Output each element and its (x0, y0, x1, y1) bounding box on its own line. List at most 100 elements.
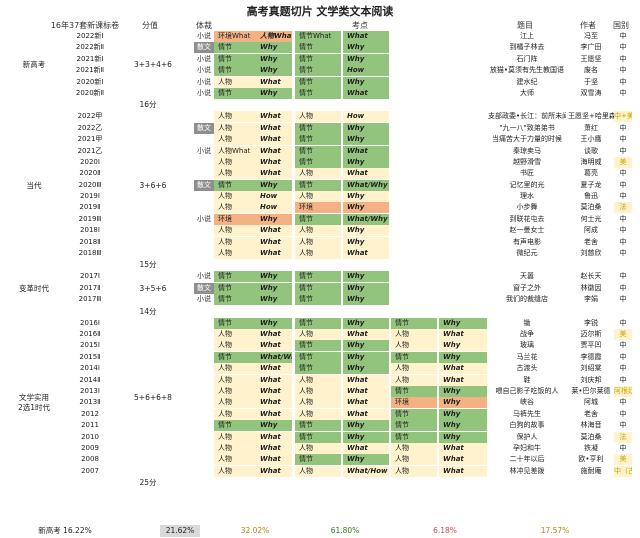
footer-pct-2: 32.02% (240, 526, 270, 535)
table-row: 2022乙 散文 人物 What 情节 Why "九一八"致弟弟书 萧红 中 (8, 122, 632, 134)
point-a2: What (256, 111, 292, 123)
point-a1: 情节 (214, 87, 256, 99)
section-total-row: 25分 (8, 477, 632, 489)
point-a1: 情节 (214, 351, 256, 363)
point-c2: Why (439, 351, 487, 363)
text-author: 李广田 (580, 43, 602, 52)
paper-year: 2019Ⅲ (78, 214, 102, 223)
table-row: 2010 人物 What 情节 Why 情节 Why 保护人 莫泊桑法 (8, 431, 632, 443)
genre-cell (194, 191, 214, 202)
text-country: 中 (619, 192, 627, 201)
text-country: 美 (614, 454, 632, 466)
text-author: 何士光 (580, 214, 602, 223)
point-a1: 人物 (214, 248, 256, 260)
point-a2: What (256, 236, 292, 248)
point-c2: What (439, 363, 487, 375)
point-b1: 情节What (295, 31, 341, 42)
paper-year: 2020新Ⅰ (76, 77, 104, 86)
point-a1: 环境What (214, 31, 256, 42)
paper-year: 2011 (81, 421, 99, 430)
text-title: 建水纪 (516, 77, 538, 86)
point-c2 (8, 214, 12, 225)
text-country: 中 (619, 249, 627, 258)
paper-year: 2010 (81, 432, 99, 441)
point-a1: 情节 (214, 179, 256, 191)
section-score: 3+5+6 (139, 283, 167, 293)
point-b2: Why (343, 202, 389, 214)
table-row: 2013Ⅰ 人物 What 人物 What 情节 Why 喂自己影子吃饭的人 莱•巴尔莱德 阿根廷 (8, 385, 632, 397)
point-b1: 情节 (295, 454, 341, 466)
point-b2: Why (343, 363, 389, 375)
text-country: 中 (619, 54, 627, 63)
point-a2: What (256, 363, 292, 375)
footer-pct-1: 21.62% (160, 525, 200, 537)
point-b1: 情节 (295, 53, 341, 65)
paper-year: 2013Ⅰ (80, 386, 100, 395)
point-c1: 人物 (391, 328, 437, 340)
point-b1: 人物 (295, 168, 341, 180)
text-country: 中 (619, 272, 627, 281)
text-author: 王愿坚 (580, 54, 602, 63)
point-b1: 人物 (295, 465, 341, 477)
text-title: 大师 (520, 88, 534, 97)
point-a2: Why (256, 282, 292, 294)
point-c2: What (439, 454, 487, 466)
table-row: 2018Ⅰ 人物 What 人物 Why 赵一曼女士 阿成中 (8, 225, 632, 237)
paper-year: 2021乙 (77, 146, 103, 155)
point-b1: 情节 (295, 351, 341, 363)
header-score: 分值 (142, 21, 158, 30)
point-b2: Why (343, 236, 389, 248)
point-a2: What (256, 431, 292, 443)
table-row: 2019Ⅲ 小说 环境 Why 情节 What/Why 到联花屯去 何士光 中 (8, 213, 632, 225)
point-c1: 人物 (391, 340, 437, 352)
text-title: 到联花屯去 (509, 214, 545, 223)
point-b2: Why (343, 431, 389, 443)
text-author: 李德霞 (580, 352, 602, 361)
paper-year: 2016Ⅰ (80, 318, 100, 327)
text-country: 法 (614, 202, 632, 214)
point-a2: What (256, 465, 292, 477)
point-a1: 人物What (214, 145, 256, 157)
point-a1: 情节 (214, 42, 256, 54)
point-c1: 人物 (391, 363, 437, 375)
point-b2: Why (343, 271, 389, 283)
point-a1: 情节 (214, 317, 256, 329)
point-c2 (8, 88, 12, 99)
point-c1: 情节 (391, 408, 437, 420)
point-a1: 人物 (214, 431, 256, 443)
text-author: 萧红 (584, 123, 598, 132)
point-c2 (8, 225, 12, 236)
point-a1: 人物 (214, 374, 256, 386)
genre-cell (194, 134, 214, 145)
point-b1: 情节 (295, 65, 341, 77)
paper-year: 2022新Ⅱ (75, 43, 105, 52)
text-country: 中 (619, 409, 627, 418)
text-country: 美 (614, 328, 632, 340)
paper-year: 2020Ⅲ (78, 180, 102, 189)
paper-year: 2012 (81, 409, 99, 418)
paper-year: 2013Ⅱ (79, 398, 101, 407)
point-b2: How (343, 65, 389, 77)
genre-cell: 小说 (197, 54, 211, 63)
paper-year: 2014Ⅱ (79, 375, 101, 384)
table-row: 2022甲人物What人物How支部政委•长江：前所未闻的故事王愿坚+哈里森中+… (8, 111, 632, 123)
point-a1: 环境 (214, 213, 256, 225)
paper-year: 2014Ⅰ (80, 364, 100, 373)
point-c2 (8, 294, 12, 305)
table-row: 2014Ⅱ 人物 What 人物 What 人物 What 鞋刘庆邦中 (8, 374, 632, 386)
table-row: 2013Ⅱ 人物 What 人物 What 环境 Why 峡谷 阿城中 (8, 397, 632, 409)
point-a1: 人物 (214, 328, 256, 340)
point-a1: 人物 (214, 340, 256, 352)
paper-year: 2017Ⅰ (80, 272, 100, 281)
text-title: 喂自己影子吃饭的人 (495, 386, 559, 395)
genre-cell: 小说 (197, 272, 211, 281)
point-a1: 情节 (214, 65, 256, 77)
genre-cell: 小说 (197, 295, 211, 304)
point-a2: What (256, 328, 292, 340)
text-title: 锄 (523, 318, 531, 327)
point-c2 (8, 271, 12, 282)
text-country: 阿根廷 (614, 385, 632, 397)
genre-cell (194, 225, 214, 236)
point-b2: Why (343, 42, 389, 54)
point-c1: 情节 (391, 420, 437, 432)
